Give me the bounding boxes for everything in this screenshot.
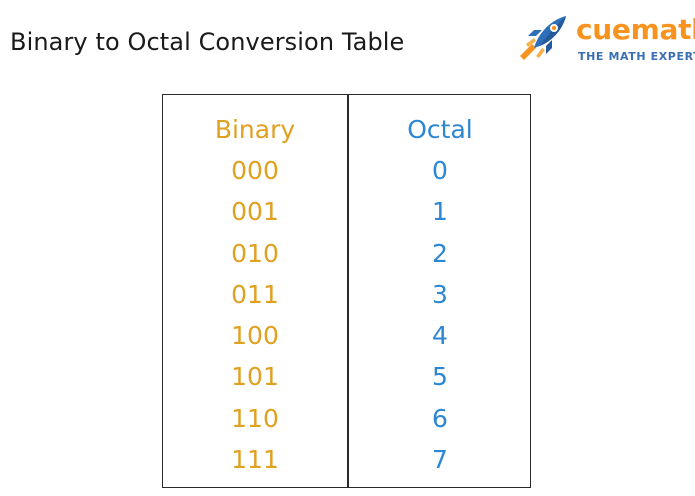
octal-cell: 6 (432, 403, 448, 433)
binary-cell: 111 (231, 445, 279, 475)
conversion-table: Binary 000 001 010 011 100 101 110 111 O… (162, 94, 531, 488)
binary-cell: 000 (231, 156, 279, 185)
binary-column: Binary 000 001 010 011 100 101 110 111 (163, 109, 347, 480)
octal-cell: 7 (432, 445, 448, 475)
octal-cell: 3 (432, 279, 448, 309)
binary-cell: 001 (231, 197, 279, 227)
binary-cell: 110 (231, 403, 279, 433)
octal-cell: 1 (432, 197, 448, 227)
octal-cell: 0 (432, 156, 448, 185)
rocket-icon (520, 16, 566, 60)
logo-name: cuemath (576, 13, 695, 46)
octal-header: Octal (407, 115, 473, 144)
octal-cell: 2 (432, 238, 448, 268)
octal-cell: 4 (432, 321, 448, 351)
page-title: Binary to Octal Conversion Table (10, 28, 405, 56)
octal-column: Octal 0 1 2 3 4 5 6 7 (348, 109, 532, 480)
octal-cell: 5 (432, 362, 448, 392)
logo-tagline: THE MATH EXPERT (578, 50, 695, 63)
binary-header: Binary (214, 115, 296, 144)
binary-cell: 101 (231, 362, 279, 392)
column-divider (347, 95, 349, 487)
binary-cell: 100 (231, 321, 279, 351)
cuemath-logo: cuemath THE MATH EXPERT (516, 10, 695, 70)
binary-cell: 010 (231, 238, 279, 268)
binary-cell: 011 (231, 279, 279, 309)
